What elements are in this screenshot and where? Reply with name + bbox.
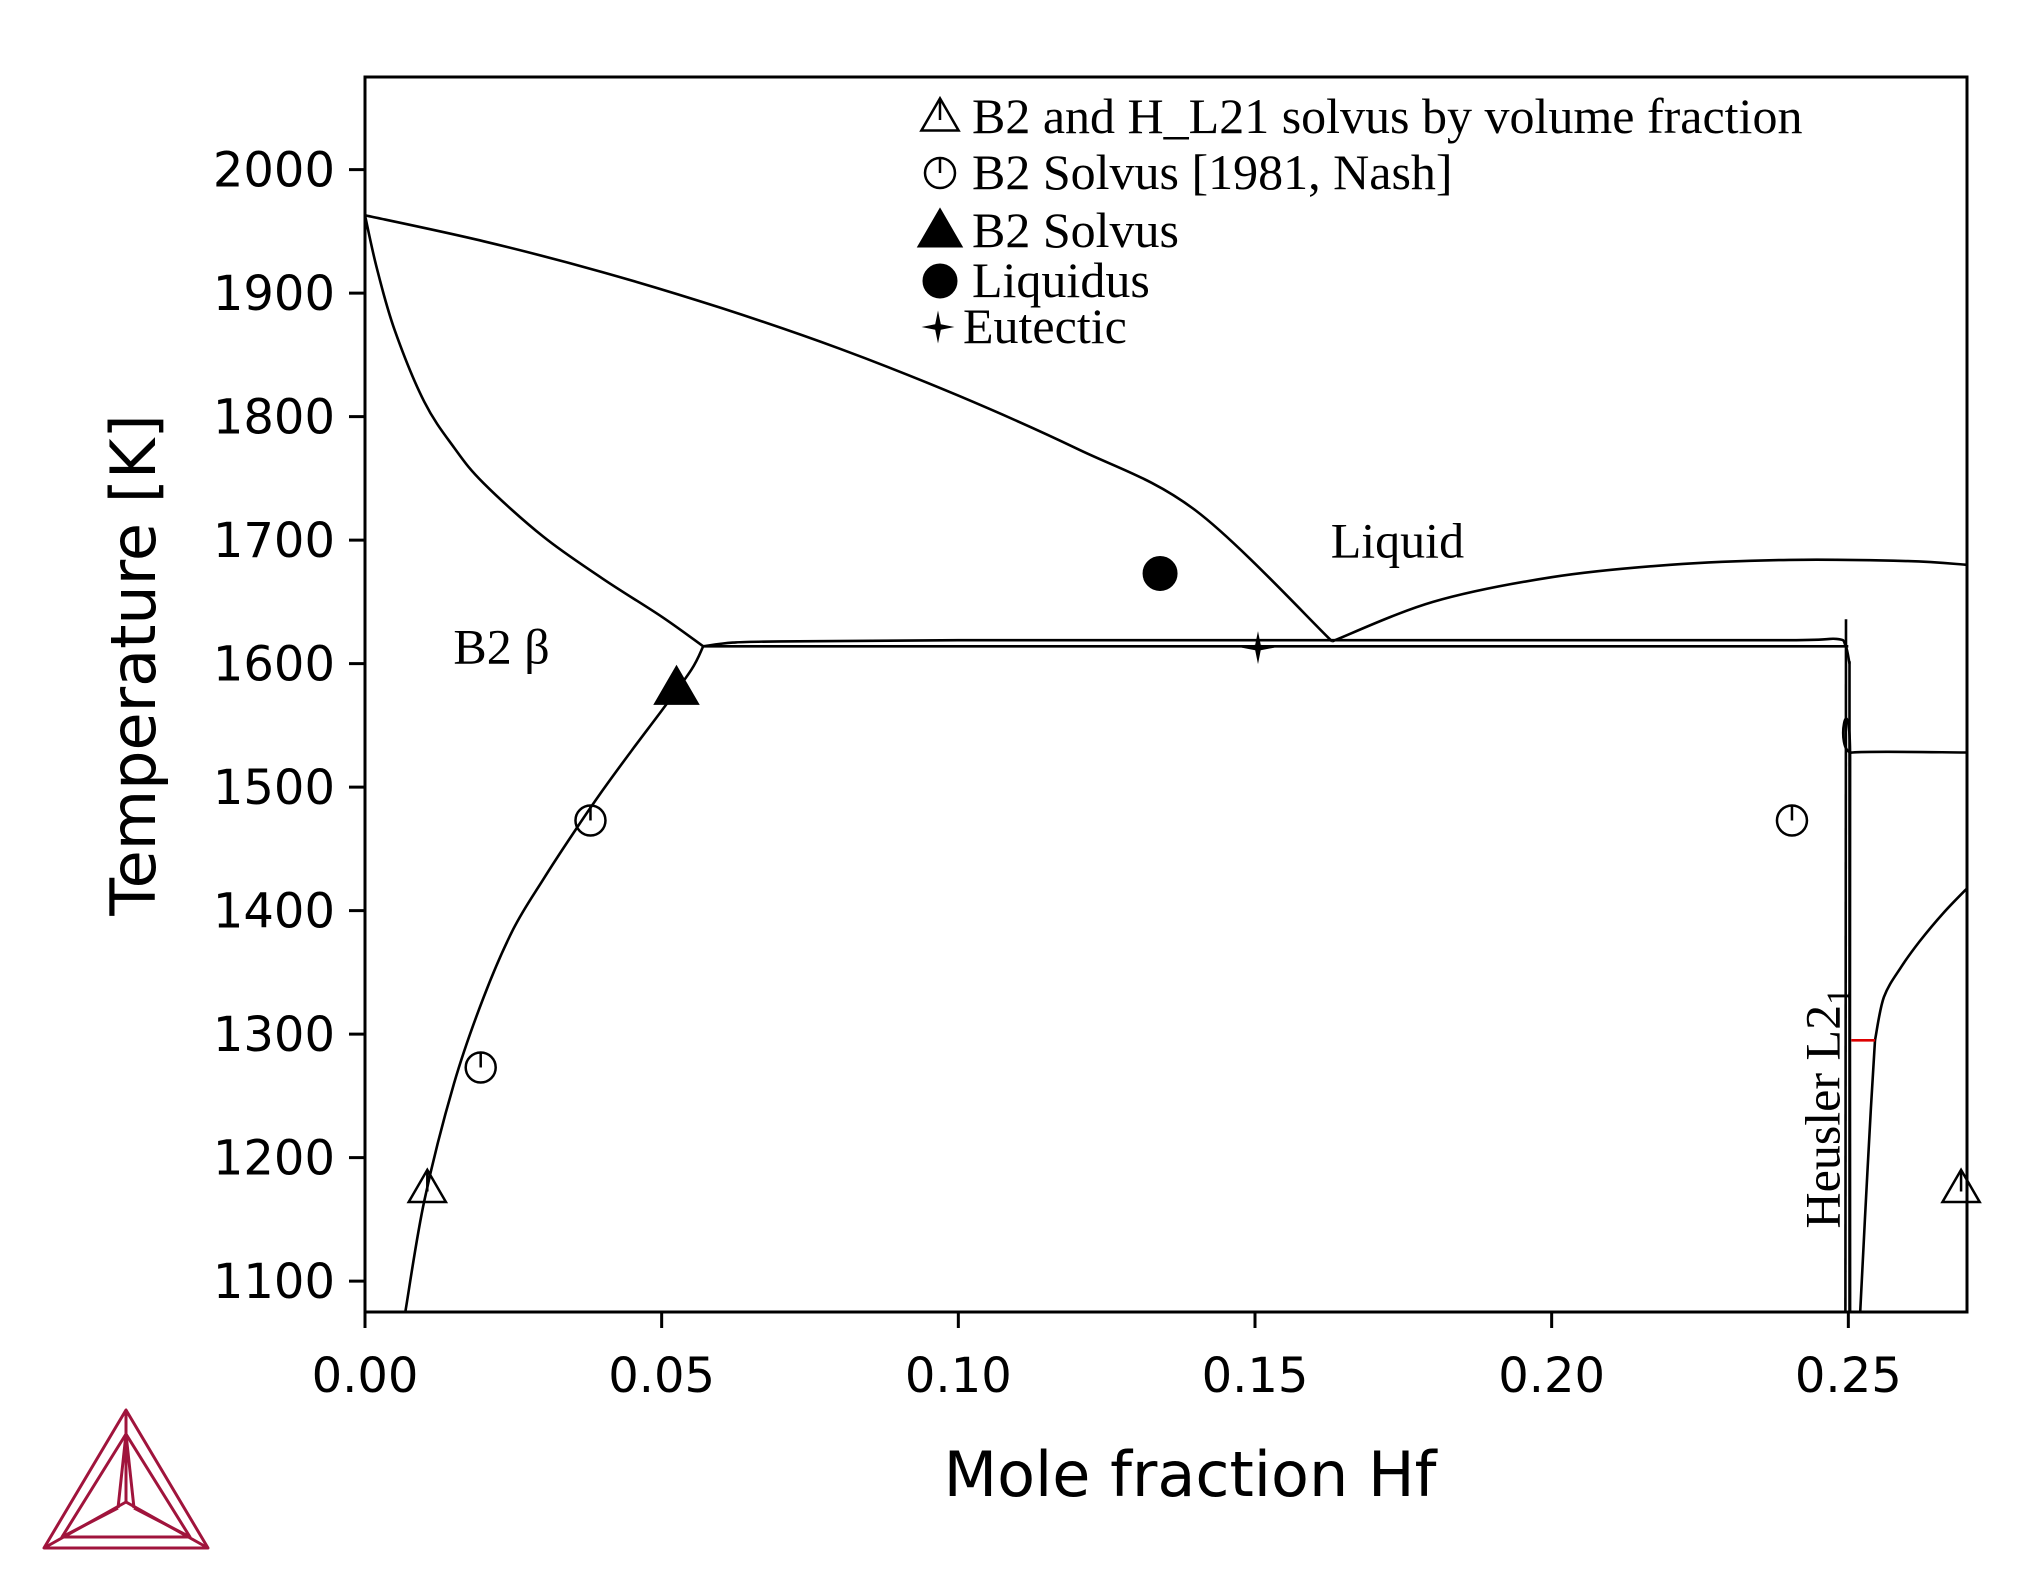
open-triangle-marker xyxy=(406,1167,449,1204)
y-axis-label: Temperature [K] xyxy=(97,414,170,916)
second-solvus-upper-line xyxy=(1873,887,1967,1041)
x-axis-label: Mole fraction Hf xyxy=(944,1438,1439,1511)
plot-frame xyxy=(363,75,1969,1314)
y-tick-label: 1400 xyxy=(213,884,335,940)
star-marker xyxy=(1241,631,1275,665)
data-markers xyxy=(406,555,1982,1204)
region-label: Heusler L21 xyxy=(1794,988,1857,1229)
y-tick-label: 1200 xyxy=(213,1131,335,1187)
legend-label: B2 Solvus xyxy=(972,202,1179,258)
legend-open-triangle-marker xyxy=(919,95,961,132)
y-tick-label: 1700 xyxy=(213,513,335,569)
y-tick-label: 1600 xyxy=(213,637,335,693)
x-tick-label: 0.10 xyxy=(905,1348,1012,1404)
y-tick-label: 2000 xyxy=(213,143,335,199)
triangle-logo-icon xyxy=(42,1408,210,1550)
heusler-1530-line xyxy=(1842,717,1967,1312)
legend-label: B2 Solvus [1981, Nash] xyxy=(972,144,1453,200)
liquidus-left-line xyxy=(365,214,1334,643)
x-tick-label: 0.25 xyxy=(1795,1348,1902,1404)
second-solvus-lower-line xyxy=(1858,1040,1877,1312)
legend-filled-circle-marker xyxy=(922,263,958,299)
phase-boundary-lines xyxy=(365,214,1967,1312)
legend: B2 and H_L21 solvus by volume fractionB2… xyxy=(916,88,1802,354)
y-tick-label: 1900 xyxy=(213,266,335,322)
b2-solvus-line xyxy=(404,645,705,1312)
x-tick-label: 0.05 xyxy=(608,1348,715,1404)
open-triangle-marker xyxy=(1940,1167,1982,1204)
region-label: Liquid xyxy=(1331,512,1464,568)
y-tick-label: 1500 xyxy=(213,760,335,816)
y-tick-label: 1800 xyxy=(213,390,335,446)
heusler-left-line xyxy=(1844,619,1848,1312)
legend-label: B2 and H_L21 solvus by volume fraction xyxy=(972,88,1802,144)
y-tick-label: 1100 xyxy=(213,1254,335,1310)
legend-star-marker xyxy=(921,310,955,344)
eutectic-upper-line xyxy=(703,637,1851,664)
solidus-b2-line xyxy=(365,215,704,648)
x-axis-ticks: 0.00 0.05 0.10 0.15 0.20 0.25 xyxy=(312,1312,1902,1404)
legend-label: Eutectic xyxy=(963,298,1127,354)
legend-label: Liquidus xyxy=(972,252,1150,308)
x-tick-label: 0.15 xyxy=(1202,1348,1309,1404)
y-axis-ticks: 1100 1200 1300 1400 1500 1600 1700 1800 1900 2000 xyxy=(213,143,365,1310)
y-tick-label: 1300 xyxy=(213,1007,335,1063)
region-label: B2 β xyxy=(453,619,549,675)
liquidus-right-line xyxy=(1331,558,1967,643)
x-tick-label: 0.00 xyxy=(312,1348,419,1404)
x-tick-label: 0.20 xyxy=(1498,1348,1605,1404)
filled-triangle-marker xyxy=(653,664,700,705)
phase-region-labels: Liquid B2 β Heusler L21 xyxy=(453,512,1857,1228)
legend-filled-triangle-marker xyxy=(916,207,964,248)
filled-circle-marker xyxy=(1142,555,1178,591)
